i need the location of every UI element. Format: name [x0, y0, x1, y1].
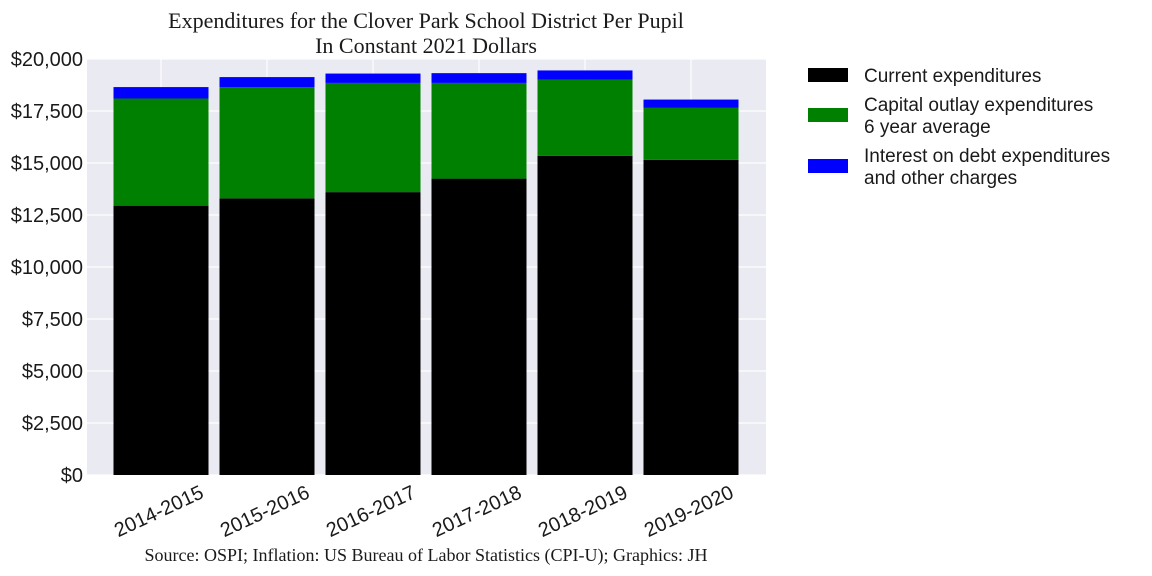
bar-segment [643, 99, 739, 108]
chart-title: Expenditures for the Clover Park School … [168, 8, 684, 33]
bar-segment [219, 87, 315, 199]
y-tick-label: $7,500 [22, 309, 83, 331]
x-tick-label: 2017-2018 [429, 482, 525, 542]
bar-segment [643, 107, 739, 160]
bar-segment [431, 82, 527, 179]
legend-label: 6 year average [864, 117, 991, 138]
bar-segment [325, 82, 421, 193]
y-tick-label: $2,500 [22, 413, 83, 435]
legend-label: Capital outlay expenditures [864, 95, 1093, 116]
y-tick-label: $17,500 [11, 101, 83, 123]
y-tick-label: $10,000 [11, 257, 83, 279]
bar-segment [431, 73, 527, 83]
legend-label: Current expenditures [864, 66, 1041, 87]
x-axis: 2014-2015 2015-2016 2016-2017 2017-2018 2018… [111, 482, 737, 542]
bar-segment [113, 205, 209, 475]
bar-segment [219, 198, 315, 476]
y-tick-label: $12,500 [11, 205, 83, 227]
x-tick-label: 2019-2020 [641, 482, 737, 542]
legend: Current expenditures Capital outlay expen… [808, 66, 1110, 189]
bar-segment [113, 98, 209, 206]
legend-label: and other charges [864, 168, 1017, 189]
x-tick-label: 2014-2015 [111, 482, 207, 542]
legend-swatch [808, 68, 848, 82]
y-tick-label: $20,000 [11, 49, 83, 71]
bar-segment [325, 73, 421, 83]
y-tick-label: $0 [61, 465, 83, 487]
y-tick-label: $15,000 [11, 153, 83, 175]
x-tick-label: 2015-2016 [217, 482, 313, 542]
chart-subtitle: In Constant 2021 Dollars [315, 33, 537, 58]
bar-segment [219, 77, 315, 88]
source-note: Source: OSPI; Inflation: US Bureau of La… [145, 545, 708, 566]
bar-segment [431, 178, 527, 475]
legend-swatch [808, 159, 848, 173]
legend-swatch [808, 108, 848, 122]
bar-segment [643, 159, 739, 475]
bars [113, 70, 739, 476]
bar-segment [325, 192, 421, 475]
bar-segment [537, 155, 633, 475]
x-tick-label: 2016-2017 [323, 482, 419, 542]
y-axis: $0 $2,500 $5,000 $7,500 $10,000 $12,500 $15,00… [11, 49, 83, 487]
bar-segment [537, 79, 633, 156]
bar-segment [537, 70, 633, 80]
legend-label: Interest on debt expenditures [864, 146, 1110, 167]
bar-segment [113, 87, 209, 99]
x-tick-label: 2018-2019 [535, 482, 631, 542]
y-tick-label: $5,000 [22, 361, 83, 383]
